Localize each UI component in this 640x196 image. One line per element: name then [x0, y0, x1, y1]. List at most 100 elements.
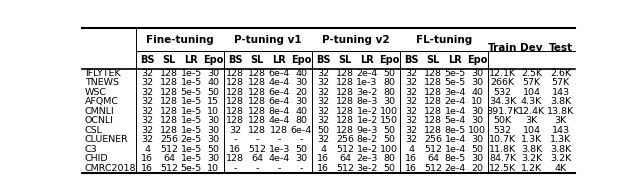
Text: 5e-4: 5e-4 — [444, 116, 466, 125]
Text: 5e-5: 5e-5 — [444, 69, 466, 78]
Text: 8e-3: 8e-3 — [356, 97, 378, 106]
Text: 80: 80 — [383, 78, 395, 87]
Text: 16: 16 — [317, 154, 329, 163]
Text: 128: 128 — [160, 78, 178, 87]
Text: 64: 64 — [251, 154, 263, 163]
Text: 512: 512 — [160, 145, 178, 154]
Text: LR: LR — [184, 55, 198, 65]
Text: 9e-3: 9e-3 — [356, 126, 378, 135]
Text: LR: LR — [272, 55, 286, 65]
Text: 128: 128 — [160, 126, 178, 135]
Text: 128: 128 — [248, 78, 266, 87]
Text: 30: 30 — [207, 126, 219, 135]
Text: -: - — [277, 164, 281, 173]
Text: BS: BS — [316, 55, 330, 65]
Text: 128: 128 — [424, 126, 442, 135]
Text: 32: 32 — [405, 97, 417, 106]
Text: 128: 128 — [226, 116, 244, 125]
Text: AFQMC: AFQMC — [84, 97, 118, 106]
Text: 80: 80 — [383, 88, 395, 97]
Text: 50: 50 — [383, 126, 395, 135]
Text: 13.8K: 13.8K — [547, 107, 574, 116]
Text: C3: C3 — [84, 145, 97, 154]
Text: 1e-4: 1e-4 — [444, 145, 466, 154]
Text: 32: 32 — [317, 88, 329, 97]
Text: 34.3K: 34.3K — [489, 97, 516, 106]
Text: 40: 40 — [295, 69, 307, 78]
Text: 50: 50 — [383, 135, 395, 144]
Text: 3K: 3K — [525, 116, 538, 125]
Text: 80: 80 — [295, 116, 307, 125]
Text: 4K: 4K — [554, 164, 566, 173]
Text: 128: 128 — [424, 88, 442, 97]
Text: 104: 104 — [522, 126, 541, 135]
Text: 128: 128 — [424, 116, 442, 125]
Text: 32: 32 — [141, 126, 153, 135]
Text: 80: 80 — [383, 154, 395, 163]
Text: 40: 40 — [471, 88, 483, 97]
Text: 512: 512 — [424, 164, 442, 173]
Text: 128: 128 — [336, 69, 354, 78]
Text: 1.3K: 1.3K — [550, 135, 571, 144]
Text: 30: 30 — [471, 78, 483, 87]
Text: 1e-4: 1e-4 — [444, 135, 466, 144]
Text: 5e-5: 5e-5 — [180, 88, 202, 97]
Text: 100: 100 — [380, 107, 398, 116]
Text: 1e-4: 1e-4 — [444, 107, 466, 116]
Text: 32: 32 — [141, 97, 153, 106]
Text: 532: 532 — [493, 88, 511, 97]
Text: 64: 64 — [339, 154, 351, 163]
Text: 12.1K: 12.1K — [489, 69, 516, 78]
Text: 32: 32 — [405, 126, 417, 135]
Text: 32: 32 — [141, 107, 153, 116]
Text: 50: 50 — [383, 164, 395, 173]
Text: 30: 30 — [207, 154, 219, 163]
Text: 3.8K: 3.8K — [550, 97, 571, 106]
Text: 100: 100 — [380, 145, 398, 154]
Text: 20: 20 — [471, 164, 483, 173]
Text: 128: 128 — [226, 154, 244, 163]
Text: 2e-4: 2e-4 — [356, 69, 378, 78]
Text: 8e-5: 8e-5 — [444, 126, 466, 135]
Text: 2.6K: 2.6K — [550, 69, 571, 78]
Text: 128: 128 — [336, 88, 354, 97]
Text: 11.8K: 11.8K — [489, 145, 516, 154]
Text: FL-tuning: FL-tuning — [416, 35, 472, 45]
Text: 4e-4: 4e-4 — [269, 154, 290, 163]
Text: 50: 50 — [383, 69, 395, 78]
Text: 5e-5: 5e-5 — [180, 164, 202, 173]
Text: 32: 32 — [317, 135, 329, 144]
Text: 128: 128 — [160, 107, 178, 116]
Text: Fine-tuning: Fine-tuning — [147, 35, 214, 45]
Text: WSC: WSC — [84, 88, 107, 97]
Text: 512: 512 — [248, 145, 266, 154]
Text: 30: 30 — [471, 116, 483, 125]
Text: 50: 50 — [471, 145, 483, 154]
Text: CMRC2018: CMRC2018 — [84, 164, 136, 173]
Text: 3e-4: 3e-4 — [444, 88, 466, 97]
Text: Dev: Dev — [520, 44, 543, 54]
Text: 256: 256 — [424, 135, 442, 144]
Text: 30: 30 — [207, 69, 219, 78]
Text: 128: 128 — [226, 97, 244, 106]
Text: 256: 256 — [160, 135, 178, 144]
Text: 128: 128 — [160, 97, 178, 106]
Text: 3.2K: 3.2K — [550, 154, 571, 163]
Text: 32: 32 — [141, 88, 153, 97]
Text: 6e-4: 6e-4 — [269, 69, 290, 78]
Text: 1e-5: 1e-5 — [180, 145, 202, 154]
Text: TNEWS: TNEWS — [84, 78, 118, 87]
Text: 1.2K: 1.2K — [521, 164, 542, 173]
Text: 32: 32 — [141, 135, 153, 144]
Text: 128: 128 — [270, 126, 288, 135]
Text: 2e-4: 2e-4 — [444, 164, 466, 173]
Text: 4e-4: 4e-4 — [269, 116, 290, 125]
Text: 16: 16 — [141, 164, 153, 173]
Text: 143: 143 — [552, 126, 570, 135]
Text: 3.8K: 3.8K — [550, 145, 571, 154]
Text: 10: 10 — [207, 107, 219, 116]
Text: 128: 128 — [248, 116, 266, 125]
Text: 16: 16 — [405, 154, 417, 163]
Text: 32: 32 — [229, 126, 241, 135]
Text: 128: 128 — [424, 69, 442, 78]
